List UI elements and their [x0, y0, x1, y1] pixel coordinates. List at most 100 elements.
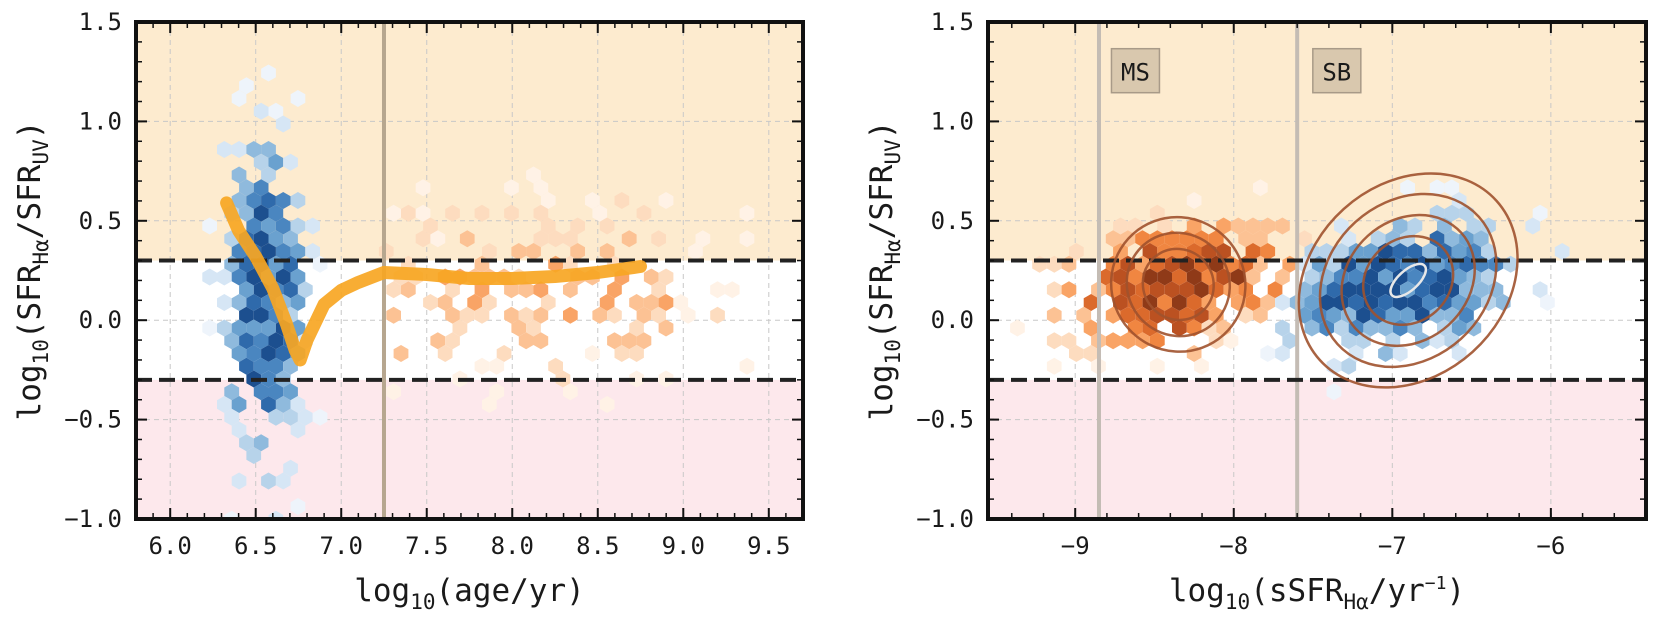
hexbin-cell: [1444, 179, 1460, 197]
hexbin-cell: [1223, 281, 1239, 299]
hexbin-cell: [1230, 217, 1246, 235]
hexbin-cell: [570, 243, 585, 260]
hexbin-cell: [482, 294, 497, 311]
hexbin-cell: [1422, 243, 1437, 260]
hexbin-cell: [224, 510, 240, 519]
hexbin-cell: [1046, 357, 1062, 375]
hexbin-cell: [217, 294, 232, 311]
hexbin-cell: [739, 357, 755, 375]
hexbin-cell: [1069, 243, 1084, 260]
hexbin-cell: [1341, 332, 1357, 350]
hexbin-cell: [1275, 345, 1290, 362]
hexbin-cell: [224, 332, 240, 350]
hexbin-cell: [1429, 179, 1445, 197]
hexbin-cell: [231, 141, 247, 158]
hexbin-cell: [1481, 268, 1496, 286]
hexbin-cell: [1422, 294, 1437, 311]
hexbin-cell: [607, 281, 622, 299]
hexbin-cell: [533, 204, 549, 222]
hexbin-cell: [1400, 179, 1415, 197]
hexbin-cell: [202, 268, 217, 286]
hexbin-cell: [504, 306, 519, 324]
hexbin-cell: [688, 243, 703, 260]
x-tick-label: −7: [1378, 532, 1407, 560]
hexbin-cell: [423, 294, 438, 311]
hexbin-cell: [1466, 319, 1482, 337]
hexbin-cell: [393, 345, 409, 362]
hexbin-cell: [540, 217, 556, 235]
hexbin-cell: [1481, 217, 1496, 235]
hexbin-cell: [1407, 217, 1423, 235]
ms-label: MS: [1110, 47, 1161, 94]
hexbin-cell: [1260, 243, 1276, 260]
hexbin-cell: [1334, 217, 1349, 235]
hexbin-cell: [1267, 281, 1283, 299]
hexbin-cell: [1378, 294, 1393, 311]
hexbin-cell: [1363, 319, 1379, 337]
hexbin-cell: [253, 102, 269, 120]
hexbin-cell: [1319, 294, 1334, 311]
hexbin-cell: [231, 421, 247, 439]
hexbin-cell: [724, 281, 740, 299]
hexbin-cell: [1046, 332, 1062, 350]
contour-level: [1141, 247, 1215, 322]
declining-region: [988, 379, 1646, 519]
hexbin-cell: [261, 141, 276, 158]
hexbin-cell: [1061, 332, 1077, 350]
hexbin-cell: [1179, 281, 1195, 299]
hexbin-cell: [445, 204, 460, 222]
hexbin-cell: [452, 319, 468, 337]
hexbin-cell: [651, 230, 666, 248]
y-tick-label: 1.5: [931, 8, 974, 36]
hexbin-cell: [261, 396, 276, 413]
hexbin-cell: [445, 281, 460, 299]
hexbin-cell: [1105, 230, 1121, 248]
hexbin-cell: [1275, 268, 1290, 286]
hexbin-cell: [526, 166, 541, 184]
hexbin-cell: [1540, 294, 1555, 311]
hexbin-cell: [1356, 332, 1371, 350]
hexbin-cell: [1532, 281, 1548, 299]
hexbin-cell: [1385, 306, 1401, 324]
hexbin-cell: [1429, 306, 1445, 324]
hexbin-cell: [563, 281, 578, 299]
hexbin-cell: [614, 192, 630, 209]
hexbin-cell: [246, 192, 262, 209]
panel-ssfr: MS SB −9 −8 −7 −6 −1.0 −0.5 0.0 0.5 1.0 1.5 log10(sS…: [864, 8, 1648, 614]
hexbin-cell: [253, 179, 269, 197]
hexbin-cell: [430, 332, 446, 350]
hexbin-cell: [290, 268, 306, 286]
hexbin-cell: [290, 498, 306, 515]
hexbin-cell: [253, 332, 269, 350]
hexbin-cell: [739, 204, 755, 222]
hexbin-cell: [592, 306, 608, 324]
hexbin-cell: [261, 472, 276, 490]
hexbin-cell: [1525, 217, 1541, 235]
sb-label: SB: [1312, 47, 1362, 94]
hexbin-cell: [231, 319, 247, 337]
hexbin-cell: [1083, 294, 1099, 311]
hexbin-cell: [1400, 306, 1415, 324]
y-tick-label: −1.0: [916, 505, 974, 533]
hexbin-cell: [217, 268, 232, 286]
y-tick-label: −0.5: [64, 406, 122, 434]
hexbin-cell: [1275, 217, 1290, 235]
hexbin-cell: [1466, 294, 1482, 311]
hexbin-cell: [261, 217, 276, 235]
hexbin-cell: [636, 306, 652, 324]
hexbin-cell: [261, 370, 276, 388]
hexbin-cell: [1194, 281, 1209, 299]
hexbin-cell: [504, 281, 519, 299]
hexbin-cell: [283, 281, 298, 299]
hexbin-cell: [386, 383, 401, 401]
hexbin-cell: [246, 319, 262, 337]
hexbin-cell: [239, 306, 254, 324]
hexbin-cell: [1113, 217, 1128, 235]
hexbin-cell: [445, 306, 460, 324]
hexbin-cell: [261, 192, 276, 209]
hexbin-cell: [275, 472, 291, 490]
hexbin-cell: [1334, 243, 1349, 260]
hexbin-cell: [621, 332, 637, 350]
hexbin-cell: [1304, 268, 1320, 286]
hexbin-cell: [651, 281, 666, 299]
